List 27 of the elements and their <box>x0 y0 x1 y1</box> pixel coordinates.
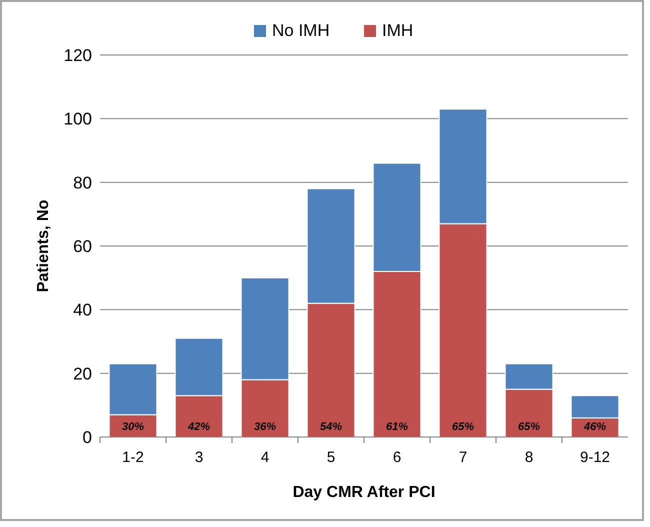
y-tick-label: 80 <box>73 173 92 192</box>
annotation: 36% <box>254 420 276 433</box>
legend-label: No IMH <box>272 21 330 40</box>
annotation: 61% <box>386 420 408 433</box>
y-tick-label: 0 <box>82 428 92 447</box>
y-tick-label: 20 <box>73 364 92 384</box>
annotation: 42% <box>186 420 210 433</box>
y-tick-label: 120 <box>64 46 92 65</box>
y-tick-label: 60 <box>73 237 92 256</box>
x-tick-label: 7 <box>458 449 468 466</box>
y-tick-label: 40 <box>73 300 92 320</box>
annotation: 46% <box>582 420 606 433</box>
annotation: 65% <box>518 420 540 433</box>
x-tick-label: 3 <box>194 449 204 466</box>
x-tick-label: 6 <box>392 449 402 466</box>
legend-label: IMH <box>382 21 414 40</box>
x-tick-label: 8 <box>524 449 534 466</box>
x-tick-label: 5 <box>326 449 336 466</box>
x-tick-label: 1-2 <box>122 449 144 466</box>
annotation: 30% <box>122 420 144 433</box>
x-tick-label: 9-12 <box>580 449 610 466</box>
x-axis-title: Day CMR After PCI <box>292 484 436 501</box>
annotation: 65% <box>452 420 474 433</box>
y-axis-title: Patients, No <box>35 200 52 292</box>
y-tick-label: 100 <box>64 110 92 129</box>
x-tick-label: 4 <box>260 449 270 466</box>
annotation: 54% <box>320 420 342 433</box>
